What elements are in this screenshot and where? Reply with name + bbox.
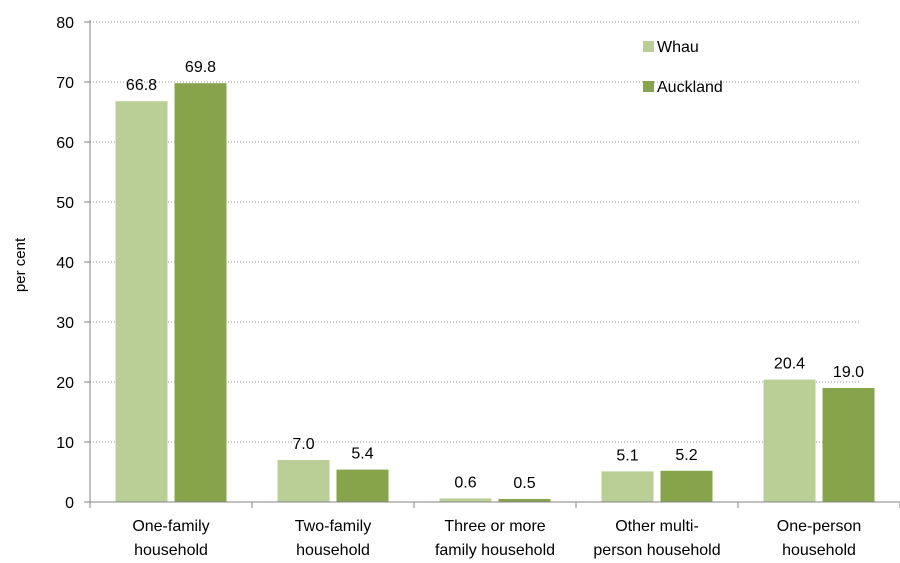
x-tick-label: household: [134, 542, 208, 559]
bar: [277, 460, 330, 502]
bar: [822, 388, 875, 502]
data-label: 20.4: [774, 356, 805, 373]
y-tick-label: 20: [56, 375, 74, 392]
x-tick-label: Two-family: [295, 518, 371, 535]
bar: [439, 498, 492, 502]
y-tick-label: 60: [56, 135, 74, 152]
bar: [174, 83, 227, 502]
bar: [336, 469, 389, 502]
data-label: 69.8: [185, 59, 216, 76]
data-label: 66.8: [126, 77, 157, 94]
data-label: 0.5: [513, 475, 535, 492]
y-tick-label: 10: [56, 435, 74, 452]
x-tick-label: Other multi-: [615, 518, 699, 535]
bar: [763, 379, 816, 502]
y-tick-label: 40: [56, 255, 74, 272]
legend-label: Whau: [657, 39, 699, 56]
data-label: 19.0: [833, 364, 864, 381]
y-axis-label: per cent: [12, 237, 29, 292]
axes: [84, 20, 900, 508]
bars: [115, 83, 875, 502]
bar: [660, 470, 713, 502]
bar: [601, 471, 654, 502]
data-label: 0.6: [454, 474, 476, 491]
y-tick-label: 30: [56, 315, 74, 332]
legend-swatch: [643, 41, 654, 52]
data-labels: 66.8 69.8 7.0 5.4 0.6 0.5 5.1 5.2 20.4 19.0: [126, 59, 864, 492]
x-tick-label: household: [296, 542, 370, 559]
data-label: 5.2: [675, 447, 697, 464]
y-tick-label: 50: [56, 195, 74, 212]
y-tick-label: 80: [56, 15, 74, 32]
x-tick-labels: One-family household Two-family household Th…: [132, 518, 861, 559]
bar: [115, 101, 168, 502]
data-label: 5.4: [351, 446, 373, 463]
y-tick-label: 0: [65, 495, 74, 512]
y-tick-labels: 0 10 20 30 40 50 60 70 80: [56, 15, 74, 512]
x-tick-label: One-family: [132, 518, 209, 535]
data-label: 7.0: [292, 436, 314, 453]
x-tick-label: One-person: [777, 518, 862, 535]
legend-label: Auckland: [657, 79, 723, 96]
x-tick-label: Three or more: [444, 518, 545, 535]
x-tick-label: person household: [593, 542, 720, 559]
x-tick-label: family household: [435, 542, 555, 559]
legend: Whau Auckland: [643, 39, 723, 96]
legend-swatch: [643, 81, 654, 92]
y-tick-label: 70: [56, 75, 74, 92]
x-tick-label: household: [782, 542, 856, 559]
gridlines: [90, 21, 860, 443]
data-label: 5.1: [616, 447, 638, 464]
bar: [498, 499, 551, 502]
